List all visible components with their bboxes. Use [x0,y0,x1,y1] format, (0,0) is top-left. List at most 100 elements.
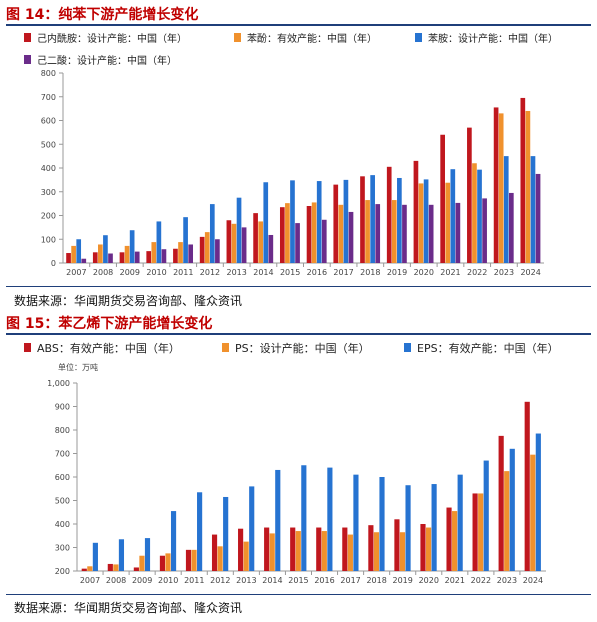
bar [108,253,113,263]
bar [98,244,103,263]
bar [185,549,192,571]
bar [370,175,375,263]
bar [107,563,113,571]
bar [333,184,339,263]
x-tick-label: 2015 [288,576,308,585]
bar [413,160,419,263]
bar [263,182,269,263]
bar [165,553,171,571]
figure-15-title: 图 15：苯乙烯下游产能增长变化 [6,316,213,332]
bar [285,203,290,263]
legend-item: PS：设计产能：中国（年） [222,341,370,355]
bar [347,534,353,571]
bar [503,156,509,263]
x-tick-label: 2014 [253,268,273,277]
figure-14-source-rule [6,286,591,287]
bar [231,223,237,263]
bar [159,555,166,571]
bar [353,474,359,571]
legend-label: PS：设计产能：中国（年） [235,341,370,355]
bar [368,525,374,571]
bar [379,477,385,571]
bar [425,527,432,571]
bar [478,493,484,571]
bar [156,221,162,263]
bar [391,200,397,263]
bar [321,219,327,263]
figure-14-title-rule [6,24,591,26]
bar [204,232,210,263]
bar [236,197,242,263]
bar [92,542,98,571]
x-tick-label: 2021 [445,576,465,585]
bar [508,192,514,263]
legend-label: ABS：有效产能：中国（年） [37,341,180,355]
y-tick-label: 700 [55,450,70,459]
bar [129,230,135,263]
bar [87,566,93,571]
legend-swatch [24,33,31,42]
y-tick-label: 800 [55,426,70,435]
bar [431,484,437,571]
bar [178,242,183,263]
bar [472,163,477,263]
bar [134,251,140,263]
legend-item: 己内酰胺：设计产能：中国（年） [24,32,187,45]
bar [360,176,365,263]
figure-14-title: 图 14：纯苯下游产能增长变化 [6,7,199,23]
bar [76,239,82,263]
bar [450,169,456,263]
bar [373,532,380,571]
bar [365,200,370,263]
x-tick-label: 2019 [387,268,407,277]
bar [440,134,445,263]
bar [238,528,244,571]
x-tick-label: 2011 [184,576,204,585]
bar [124,245,130,263]
bar [483,460,489,571]
legend-swatch [222,343,229,352]
x-tick-label: 2023 [497,576,517,585]
bar [535,433,541,571]
bar [348,211,354,263]
bar [226,220,232,263]
x-tick-label: 2009 [132,576,152,585]
legend-label: 己内酰胺：设计产能：中国（年） [37,32,187,45]
bar [420,524,426,571]
legend-item: 己二酸：设计产能：中国（年） [24,54,177,67]
x-tick-label: 2012 [210,576,230,585]
y-tick-label: 900 [55,403,70,412]
y-tick-label: 600 [41,117,56,126]
bar [253,213,258,263]
bar [139,555,145,571]
x-tick-label: 2023 [494,268,514,277]
legend-item: 苯酚：有效产能：中国（年） [234,32,377,45]
bar [423,179,429,263]
bar [535,173,541,263]
x-tick-label: 2022 [471,576,491,585]
figure-14-chart: 己内酰胺：设计产能：中国（年） 苯酚：有效产能：中国（年） 苯胺：设计产能：中国（年… [24,32,558,277]
y-tick-label: 800 [41,69,56,78]
x-tick-label: 2020 [414,268,434,277]
x-tick-label: 2008 [106,576,126,585]
bar [103,235,108,263]
bar [191,549,197,571]
x-tick-label: 2008 [93,268,113,277]
bar [402,204,407,263]
x-tick-label: 2016 [307,268,327,277]
x-tick-label: 2022 [467,268,487,277]
y-tick-label: 200 [55,567,70,576]
bar [197,492,203,571]
y-tick-label: 700 [41,93,56,102]
bar [71,245,76,263]
x-tick-label: 2014 [262,576,282,585]
legend-label: 苯胺：设计产能：中国（年） [428,32,558,45]
y-tick-label: 300 [55,544,70,553]
bar [211,534,218,571]
bar [321,531,327,571]
bar [343,179,349,263]
bar [215,239,220,263]
bar [173,248,178,263]
x-tick-label: 2013 [236,576,256,585]
bar [269,533,275,571]
